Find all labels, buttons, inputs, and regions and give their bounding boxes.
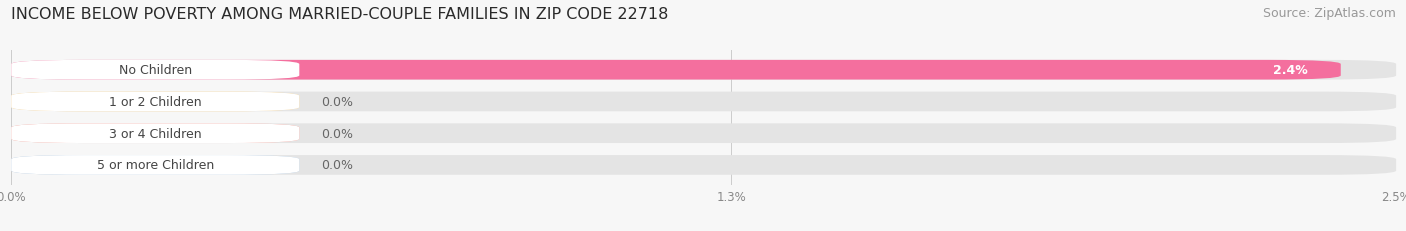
Text: 1 or 2 Children: 1 or 2 Children — [110, 96, 201, 109]
FancyBboxPatch shape — [11, 61, 1396, 80]
Text: 5 or more Children: 5 or more Children — [97, 159, 214, 172]
FancyBboxPatch shape — [11, 92, 1396, 112]
FancyBboxPatch shape — [11, 92, 299, 112]
Text: 3 or 4 Children: 3 or 4 Children — [110, 127, 201, 140]
Text: 0.0%: 0.0% — [322, 159, 353, 172]
FancyBboxPatch shape — [11, 61, 299, 80]
FancyBboxPatch shape — [11, 61, 1341, 80]
Text: 2.4%: 2.4% — [1272, 64, 1308, 77]
FancyBboxPatch shape — [11, 155, 1396, 175]
Text: 0.0%: 0.0% — [322, 127, 353, 140]
FancyBboxPatch shape — [11, 155, 299, 175]
FancyBboxPatch shape — [11, 155, 299, 175]
Text: 0.0%: 0.0% — [322, 96, 353, 109]
FancyBboxPatch shape — [11, 124, 1396, 143]
Text: Source: ZipAtlas.com: Source: ZipAtlas.com — [1263, 7, 1396, 20]
FancyBboxPatch shape — [11, 92, 299, 112]
FancyBboxPatch shape — [11, 124, 299, 143]
FancyBboxPatch shape — [11, 124, 299, 143]
Text: No Children: No Children — [118, 64, 191, 77]
Text: INCOME BELOW POVERTY AMONG MARRIED-COUPLE FAMILIES IN ZIP CODE 22718: INCOME BELOW POVERTY AMONG MARRIED-COUPL… — [11, 7, 669, 22]
